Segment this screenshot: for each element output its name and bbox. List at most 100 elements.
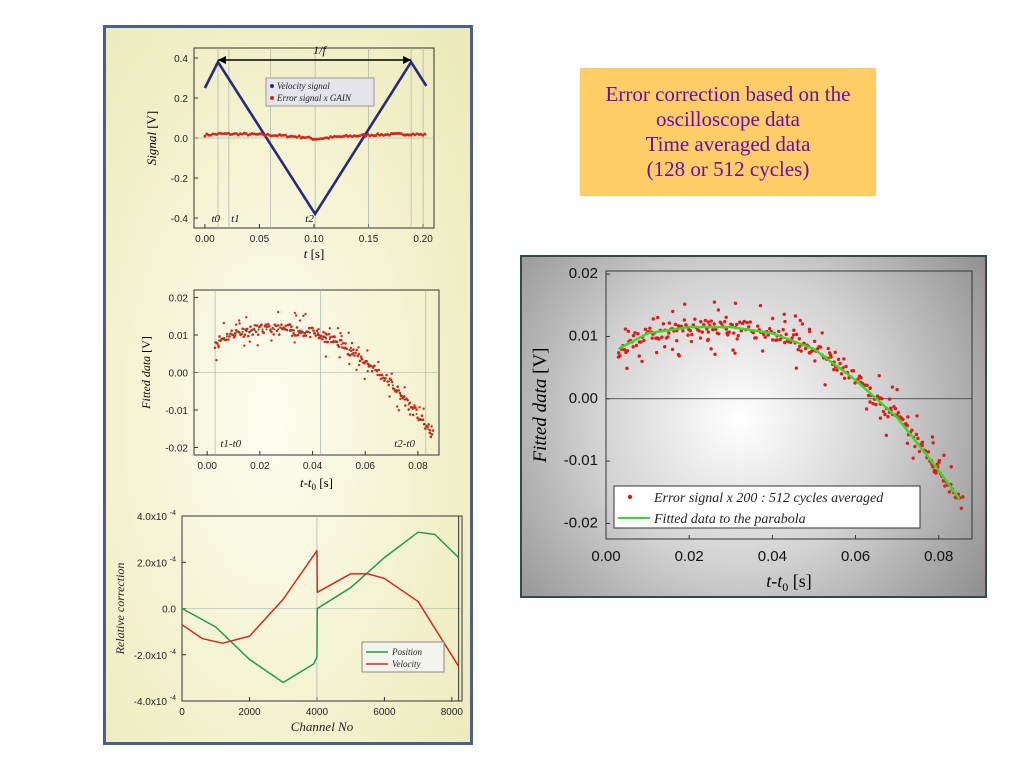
fit-point bbox=[257, 328, 260, 331]
data-point bbox=[639, 340, 643, 344]
outlier-point bbox=[298, 319, 302, 322]
data-point bbox=[242, 335, 246, 339]
error-signal-point bbox=[227, 131, 230, 135]
fit-point bbox=[376, 370, 379, 373]
error-signal-point bbox=[203, 134, 207, 138]
data-point bbox=[699, 320, 703, 324]
fit-point bbox=[336, 341, 339, 344]
data-point bbox=[622, 347, 627, 352]
data-point bbox=[215, 342, 219, 345]
outlier-point bbox=[293, 311, 297, 315]
data-point bbox=[358, 359, 362, 363]
outlier-point bbox=[725, 331, 729, 336]
outlier-point bbox=[276, 310, 280, 314]
t2-t0-label: t2-t0 bbox=[394, 438, 415, 450]
outlier-point bbox=[758, 303, 763, 308]
outlier-point bbox=[937, 459, 942, 463]
data-point bbox=[225, 332, 229, 336]
data-point bbox=[321, 337, 324, 341]
outlier-point bbox=[920, 443, 924, 448]
outlier-point bbox=[626, 329, 631, 334]
y-tick-label: 4.0x10 bbox=[137, 512, 167, 523]
outlier-point bbox=[395, 405, 399, 408]
outlier-point bbox=[884, 433, 889, 438]
data-point bbox=[230, 329, 233, 332]
outlier-point bbox=[336, 327, 340, 330]
data-point bbox=[916, 436, 920, 441]
data-point bbox=[794, 332, 799, 337]
data-point bbox=[657, 337, 661, 341]
outlier-point bbox=[304, 312, 307, 316]
data-point bbox=[714, 327, 718, 332]
data-point bbox=[691, 323, 696, 327]
data-point bbox=[379, 377, 383, 381]
outlier-point bbox=[357, 346, 360, 349]
error-signal-point bbox=[232, 132, 236, 135]
data-point bbox=[688, 329, 693, 333]
data-point bbox=[835, 368, 839, 372]
data-point bbox=[874, 402, 878, 407]
data-point bbox=[844, 364, 848, 369]
x-tick-label: 8000 bbox=[441, 707, 464, 718]
data-point bbox=[427, 423, 430, 426]
data-point bbox=[751, 330, 755, 335]
y-axis-unit: [V] bbox=[530, 347, 551, 378]
data-point bbox=[723, 319, 727, 324]
data-point bbox=[871, 401, 875, 406]
outlier-point bbox=[931, 441, 935, 445]
data-point bbox=[618, 354, 622, 358]
y-axis-label: Fitted data [V] bbox=[530, 347, 551, 463]
data-point bbox=[720, 322, 724, 326]
fit-point bbox=[383, 377, 386, 380]
outlier-point bbox=[430, 425, 433, 428]
position-line bbox=[181, 531, 460, 684]
error-signal-point bbox=[205, 132, 209, 136]
outlier-point bbox=[877, 374, 881, 378]
x-tick-label: 0 bbox=[179, 707, 185, 718]
outlier-point bbox=[640, 359, 644, 364]
data-point bbox=[243, 333, 247, 337]
fit-point bbox=[324, 336, 327, 339]
data-point bbox=[227, 338, 230, 341]
data-point bbox=[294, 334, 298, 337]
data-point bbox=[267, 324, 271, 328]
outlier-point bbox=[293, 341, 296, 344]
outlier-point bbox=[217, 345, 220, 349]
data-point bbox=[730, 323, 734, 327]
outlier-point bbox=[782, 312, 786, 316]
y-tick-exponent: -4 bbox=[170, 695, 176, 702]
fit-point bbox=[293, 329, 296, 332]
data-point bbox=[272, 333, 276, 336]
y-tick-label: -0.02 bbox=[165, 444, 188, 455]
fit-point bbox=[229, 333, 232, 336]
outlier-point bbox=[887, 397, 892, 401]
y-axis-variable: Signal bbox=[144, 132, 159, 166]
outlier-point bbox=[775, 338, 779, 342]
data-point bbox=[886, 415, 890, 419]
outlier-point bbox=[347, 331, 350, 334]
data-point bbox=[735, 322, 739, 327]
data-point bbox=[634, 343, 639, 348]
t2-label: t2 bbox=[305, 213, 314, 225]
data-point bbox=[410, 405, 414, 409]
data-point bbox=[331, 335, 334, 339]
data-point bbox=[254, 330, 258, 334]
y-axis-unit: [V] bbox=[139, 336, 153, 356]
plot-frame bbox=[605, 270, 973, 540]
outlier-point bbox=[833, 350, 837, 355]
data-point bbox=[856, 377, 860, 381]
left-figure-panel: 0.00 0.05 0.10 0.15 0.20 0.4 0.2 0.0 -0.2 -0.4 1/f… bbox=[103, 25, 473, 745]
outlier-point bbox=[324, 355, 328, 358]
x-tick-label: 0.00 bbox=[195, 234, 215, 245]
outlier-point bbox=[340, 334, 343, 338]
fit-point bbox=[328, 338, 331, 341]
outlier-point bbox=[328, 327, 332, 330]
outlier-point bbox=[238, 322, 241, 325]
fit-point bbox=[407, 403, 410, 406]
data-point bbox=[373, 364, 376, 368]
data-point bbox=[842, 376, 847, 380]
data-point bbox=[342, 341, 345, 345]
x-tick-label: 0.08 bbox=[408, 461, 428, 472]
x-tick-label: 0.10 bbox=[304, 234, 324, 245]
title-line-3: Time averaged data bbox=[645, 132, 811, 156]
